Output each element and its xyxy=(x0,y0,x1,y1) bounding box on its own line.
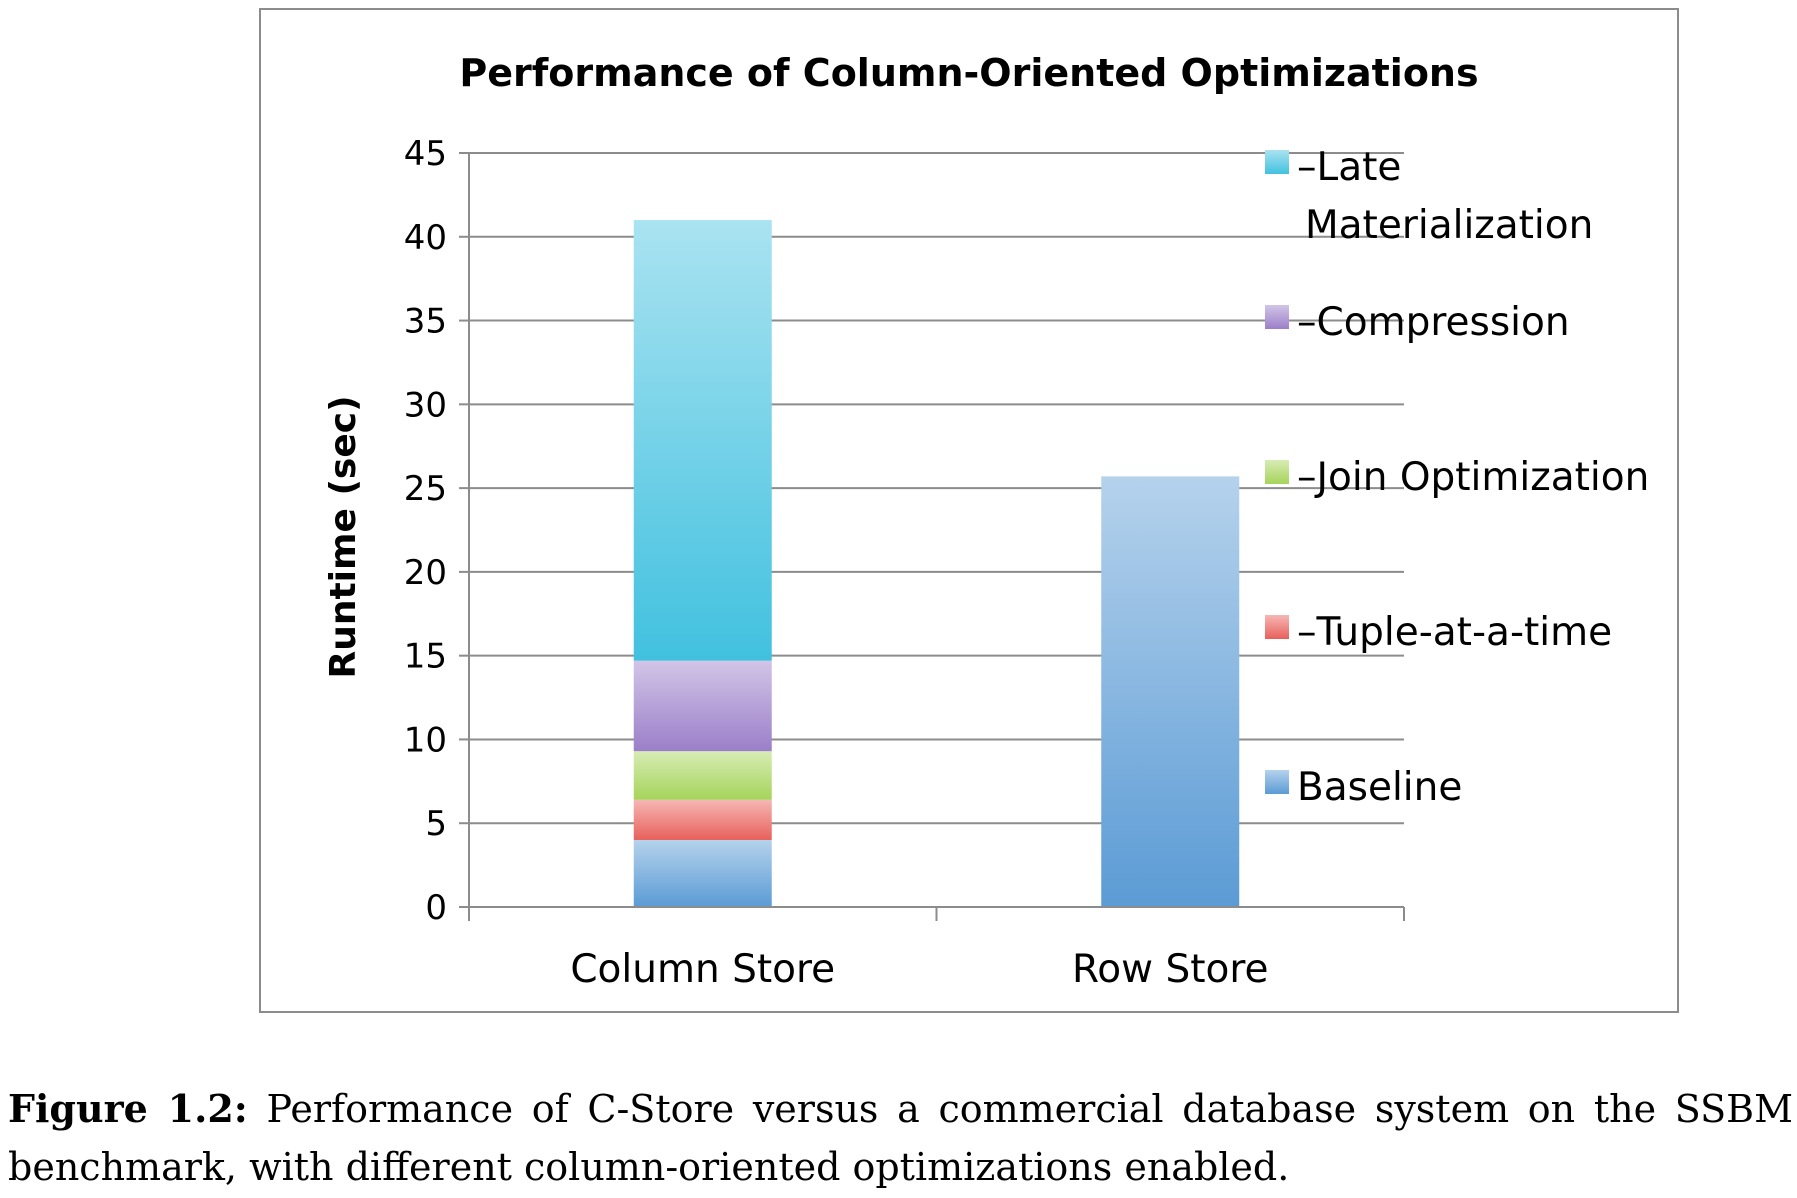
legend-swatch-0 xyxy=(1265,150,1289,174)
legend-swatch-2 xyxy=(1265,460,1289,484)
y-tick-label-35: 35 xyxy=(404,302,447,342)
bar-segment-1-0 xyxy=(1101,476,1240,907)
axes: 0 5 10 15 20 25 30 35 40 45 Column Store Row Store xyxy=(404,134,1405,992)
bar-chart: Performance of Column-Oriented Optimizat… xyxy=(323,51,1649,992)
y-axis-title: Runtime (sec) xyxy=(323,395,364,678)
bar-segment-0-4 xyxy=(633,220,772,661)
legend-label-4: Baseline xyxy=(1297,765,1462,810)
figure-caption: Figure 1.2: Performance of C-Store versu… xyxy=(8,1080,1793,1196)
legend: –Late Materialization –Compression –Join Op… xyxy=(1265,145,1649,810)
y-tick-label-5: 5 xyxy=(425,804,447,844)
bar-segment-0-2 xyxy=(633,751,772,800)
y-tick-label-30: 30 xyxy=(404,385,447,425)
x-tick-label-0: Column Store xyxy=(570,947,835,992)
chart-title: Performance of Column-Oriented Optimizat… xyxy=(459,51,1478,95)
bar-segment-0-3 xyxy=(633,660,772,752)
legend-label-1: –Compression xyxy=(1297,300,1570,345)
y-tick-label-45: 45 xyxy=(404,134,447,174)
legend-swatch-4 xyxy=(1265,770,1289,794)
bar-segment-0-1 xyxy=(633,799,772,840)
legend-swatch-3 xyxy=(1265,615,1289,639)
y-tick-label-15: 15 xyxy=(404,637,447,677)
gridlines xyxy=(469,152,1404,825)
y-tick-label-25: 25 xyxy=(404,469,447,509)
legend-label-0: –Late xyxy=(1297,145,1401,190)
y-tick-label-20: 20 xyxy=(404,553,447,593)
y-tick-label-40: 40 xyxy=(404,218,447,258)
bars xyxy=(633,220,1240,907)
legend-swatch-1 xyxy=(1265,305,1289,329)
y-tick-label-10: 10 xyxy=(404,720,447,760)
legend-label-0-line1: Materialization xyxy=(1305,203,1593,248)
legend-label-3: –Tuple-at-a-time xyxy=(1297,610,1612,655)
bar-segment-0-0 xyxy=(633,839,772,907)
caption-label: Figure 1.2: xyxy=(8,1086,248,1131)
x-tick-label-1: Row Store xyxy=(1072,947,1269,992)
legend-label-2: –Join Optimization xyxy=(1297,455,1649,500)
y-tick-label-0: 0 xyxy=(425,888,447,928)
chart-frame: Performance of Column-Oriented Optimizat… xyxy=(259,8,1679,1013)
caption-text: Performance of C-Store versus a commerci… xyxy=(8,1087,1793,1189)
